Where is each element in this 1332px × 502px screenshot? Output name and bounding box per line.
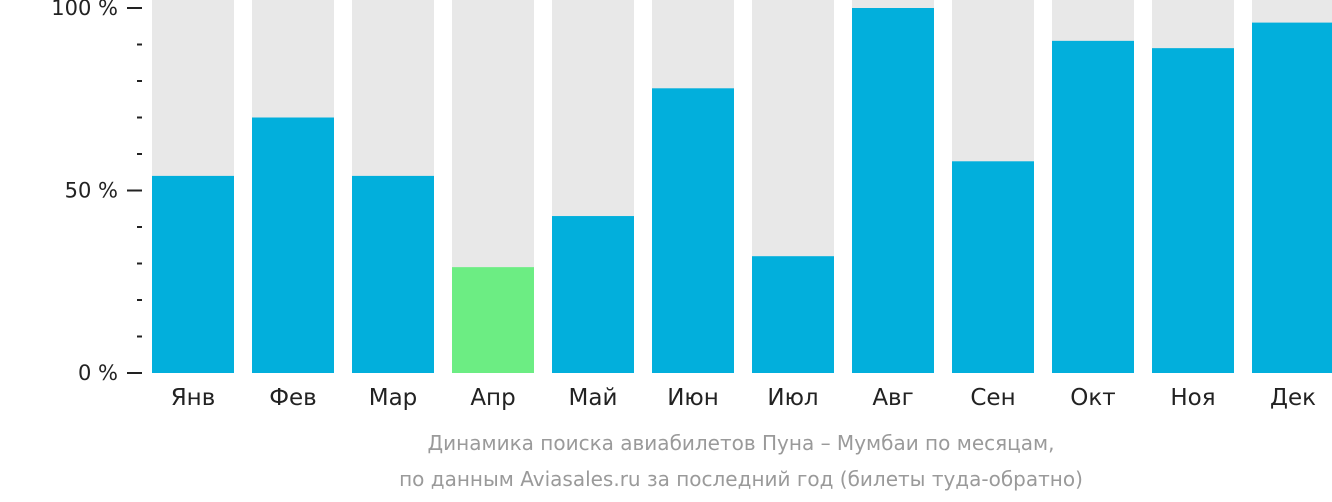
bar-7 <box>852 8 934 373</box>
bar-10 <box>1152 48 1234 374</box>
y-tick-label-2: 100 % <box>51 0 118 20</box>
bar-2 <box>352 175 434 373</box>
bar-0 <box>152 175 234 373</box>
x-tick-label-1: Фев <box>269 385 317 411</box>
chart-caption-line-2: по данным Aviasales.ru за последний год … <box>399 467 1083 491</box>
y-tick-label-0: 0 % <box>78 361 118 385</box>
x-tick-label-8: Сен <box>970 385 1015 411</box>
x-tick-label-9: Окт <box>1070 385 1115 411</box>
x-tick-label-0: Янв <box>171 385 216 411</box>
bar-6 <box>752 256 834 373</box>
x-tick-label-4: Май <box>569 385 618 411</box>
bar-3 <box>452 267 534 373</box>
x-tick-label-3: Апр <box>470 385 515 411</box>
x-tick-label-7: Авг <box>872 385 913 411</box>
x-tick-label-5: Июн <box>667 385 719 411</box>
chart-caption-line-1: Динамика поиска авиабилетов Пуна – Мумба… <box>427 431 1055 455</box>
x-tick-label-10: Ноя <box>1170 385 1215 411</box>
y-tick-label-1: 50 % <box>65 179 118 203</box>
x-tick-label-6: Июл <box>767 385 818 411</box>
bar-11 <box>1252 22 1332 373</box>
bar-5 <box>652 88 734 374</box>
bar-1 <box>252 117 334 373</box>
bar-8 <box>952 161 1034 373</box>
x-tick-label-11: Дек <box>1270 385 1316 411</box>
bar-9 <box>1052 40 1134 373</box>
x-tick-label-2: Мар <box>369 385 418 411</box>
bar-4 <box>552 216 634 373</box>
bar-chart: Янв Фев Мар Апр Май Июн Июл Авг Сен Окт Ноя Дек 0 % 5… <box>51 0 1332 411</box>
